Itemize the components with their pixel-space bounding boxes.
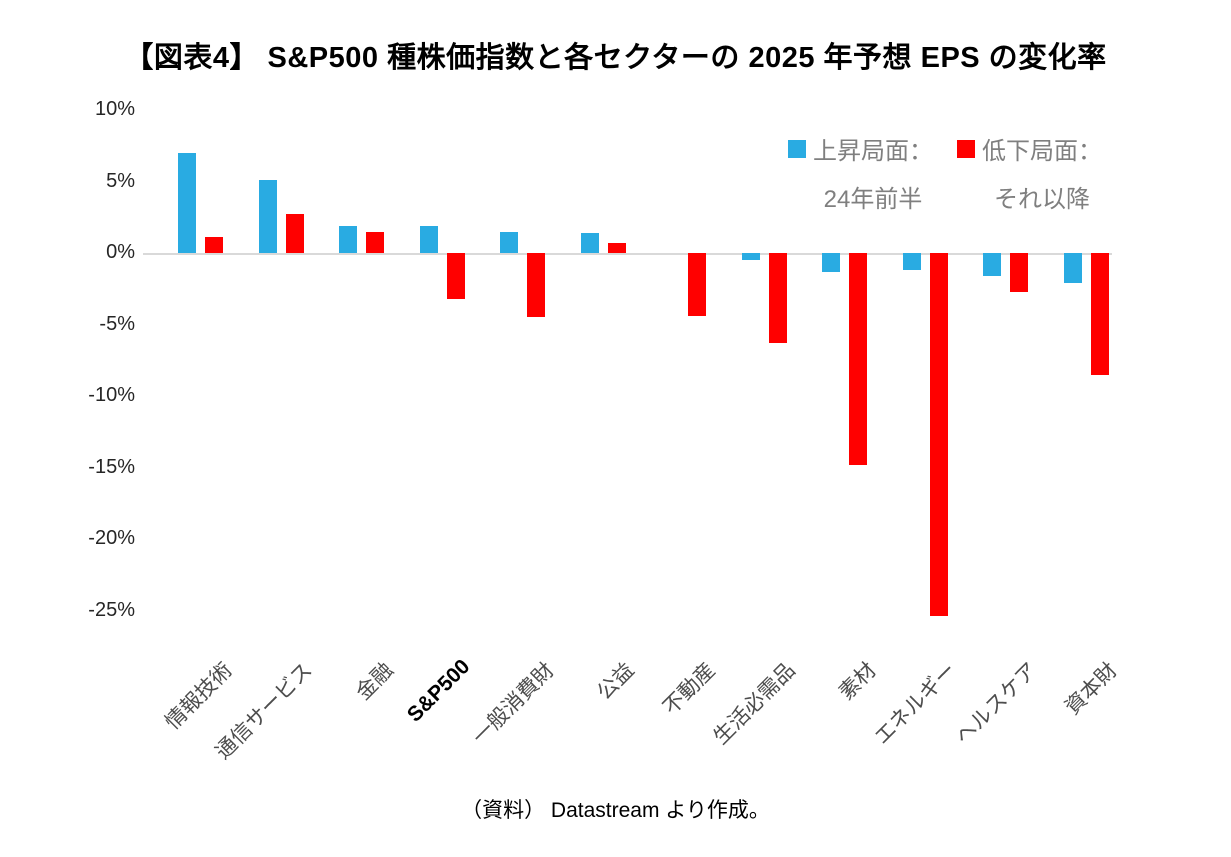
y-tick-label: -20% — [88, 527, 135, 549]
bar-down — [205, 237, 223, 253]
bar-up — [178, 153, 196, 253]
x-category-label: S&P500 — [402, 655, 475, 727]
bar-up — [902, 253, 921, 270]
bar-down — [768, 253, 787, 343]
legend-entry-up: 上昇局面： 24年前半 — [788, 131, 933, 214]
chart-title: 【図表4】 S&P500 種株価指数と各セクターの 2025 年予想 EPS の… — [124, 42, 1107, 74]
legend-row-up: 上昇局面： — [788, 131, 933, 166]
bar-down — [688, 253, 706, 316]
bar-down — [1090, 253, 1109, 375]
bar-down — [607, 243, 626, 253]
bar-up — [580, 233, 599, 253]
y-tick-label: -25% — [88, 598, 135, 621]
x-category-label: 素材 — [834, 658, 881, 705]
bar-up — [500, 232, 518, 253]
legend-entry-down: 低下局面： それ以降 — [957, 131, 1102, 214]
bar-down — [446, 253, 465, 299]
y-tick-label: 5% — [106, 169, 135, 192]
legend-sublabel-up: 24年前半 — [823, 186, 923, 213]
bar-up — [983, 253, 1001, 276]
zero-axis-line — [143, 253, 1112, 255]
x-category-label: ヘルスケア — [950, 658, 1042, 750]
y-tick-label: -15% — [88, 455, 135, 478]
x-category-label: 資本財 — [1060, 658, 1122, 720]
bar-up — [741, 253, 760, 260]
y-tick-label: -10% — [88, 384, 135, 406]
bar-down — [1010, 253, 1028, 292]
x-category-label: 生活必需品 — [709, 658, 800, 750]
legend-label-down: 低下局面： — [982, 138, 1102, 165]
y-tick-label: 0% — [106, 241, 135, 263]
bar-down — [929, 253, 948, 616]
legend-sublabel-down: それ以降 — [994, 186, 1090, 213]
y-tick-label: 10% — [94, 98, 135, 120]
legend-swatch-up-icon — [788, 139, 806, 158]
source-note: （資料） Datastream より作成。 — [461, 799, 770, 822]
bar-up — [822, 253, 840, 272]
bar-up — [258, 180, 277, 253]
x-category-label: 一般消費財 — [467, 658, 559, 750]
bar-up — [339, 226, 357, 253]
bar-down — [849, 253, 867, 465]
bar-down — [527, 253, 545, 317]
x-category-label: 公益 — [592, 658, 639, 705]
bar-up — [1063, 253, 1082, 283]
legend: 上昇局面： 24年前半 低下局面： それ以降 — [788, 131, 1102, 214]
x-category-label: エネルギー — [870, 658, 961, 750]
x-category-label: 不動産 — [658, 658, 720, 720]
x-category-label: 金融 — [351, 658, 398, 705]
y-tick-label: -5% — [99, 312, 135, 335]
legend-swatch-down-icon — [957, 139, 975, 158]
bar-down — [366, 232, 384, 253]
x-category-label: 情報技術 — [160, 658, 237, 735]
legend-row-down: 低下局面： — [957, 131, 1102, 166]
legend-label-up: 上昇局面： — [813, 138, 933, 165]
bar-up — [419, 226, 438, 253]
bar-down — [285, 214, 304, 253]
